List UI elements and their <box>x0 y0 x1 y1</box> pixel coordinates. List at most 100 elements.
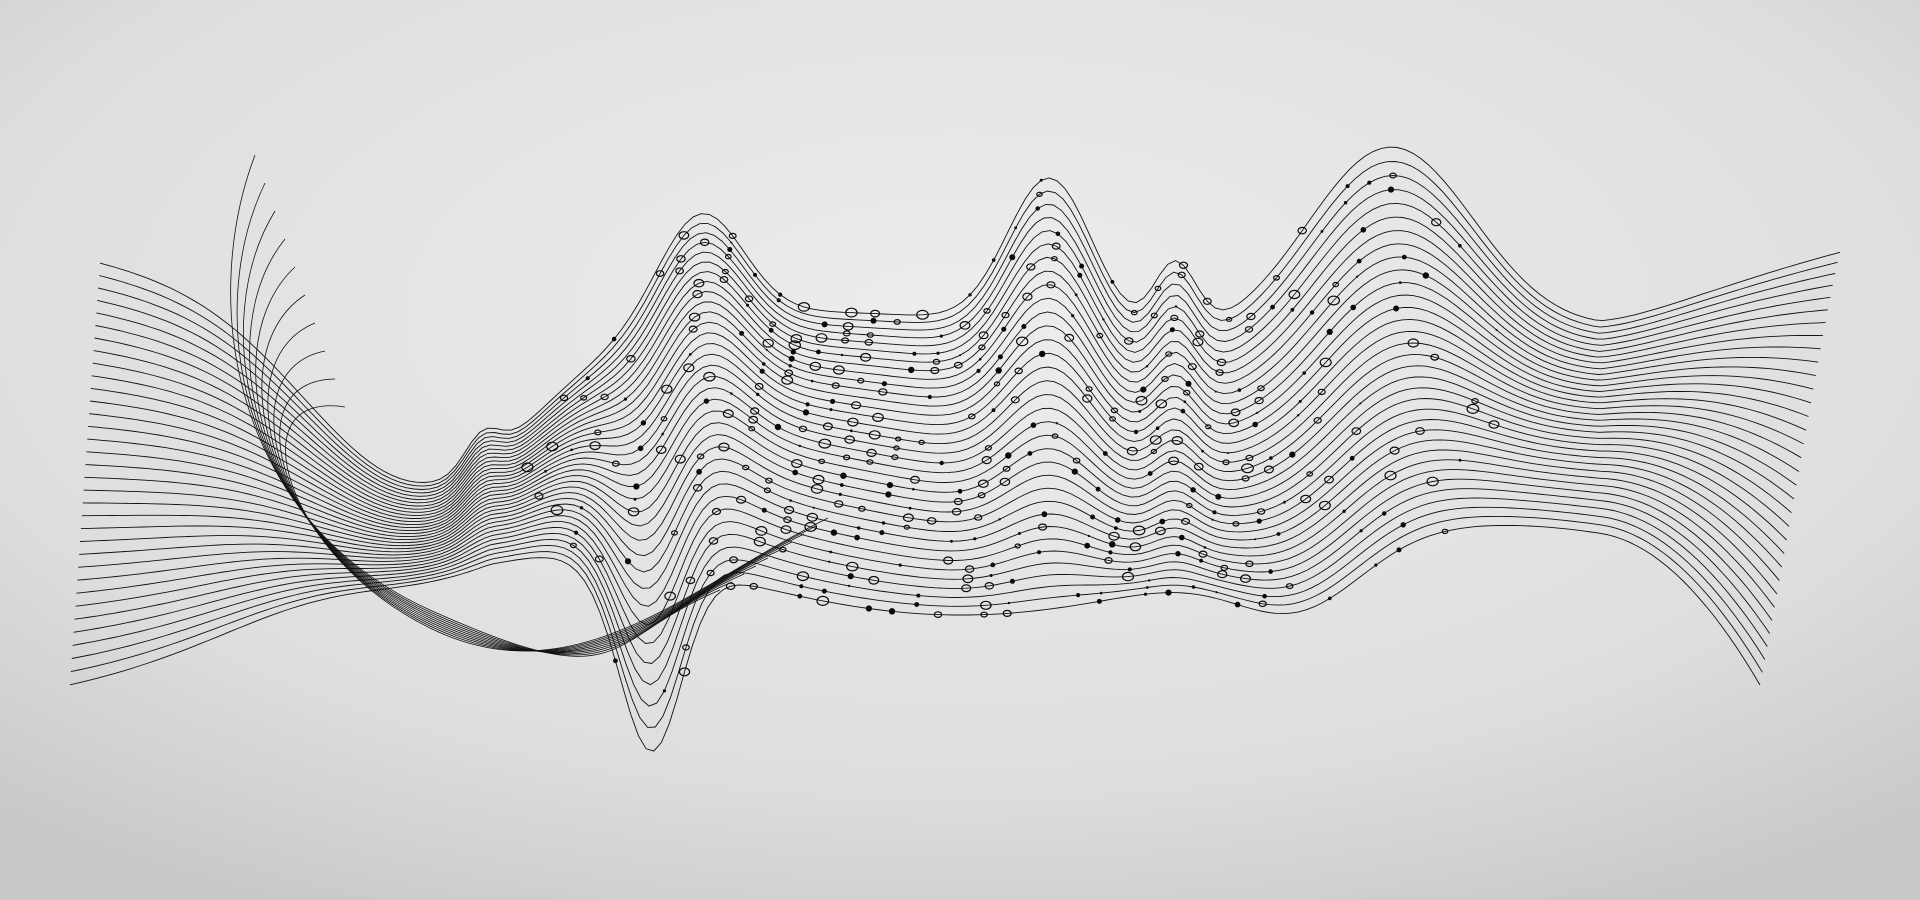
wave-node-ring <box>1161 375 1169 382</box>
wave-node-ring <box>984 445 993 451</box>
wave-node-ring <box>1149 435 1162 445</box>
wave-node-dot <box>1009 254 1016 261</box>
wave-node-dot <box>829 550 833 554</box>
wave-node-dot <box>1138 409 1142 413</box>
wave-line <box>90 282 1816 516</box>
wave-node-dot <box>1289 451 1296 458</box>
wave-node-dot <box>1109 541 1116 548</box>
wave-node-ring <box>1002 465 1011 472</box>
wave-node-dot <box>730 392 733 395</box>
wave-node-ring <box>812 474 825 485</box>
wave-node-ring <box>1036 191 1043 197</box>
wave-node-ring <box>742 464 750 471</box>
wave-line <box>92 256 1821 510</box>
wave-node-ring <box>708 537 719 545</box>
arc-line <box>273 350 805 652</box>
wave-node-ring <box>809 361 822 371</box>
wave-node-dot <box>1145 586 1149 589</box>
wave-node-dot <box>1290 307 1295 312</box>
wave-node-dot <box>1108 550 1113 555</box>
wave-node-ring <box>678 231 690 240</box>
wave-node-dot <box>1349 455 1355 461</box>
wave-node-dot <box>857 526 861 530</box>
wave-node-ring <box>781 375 794 385</box>
wave-node-dot <box>1174 305 1178 308</box>
wave-node-ring <box>981 456 992 465</box>
wave-node-ring <box>967 413 976 420</box>
wave-node-dot <box>959 354 961 357</box>
wave-node-ring <box>1195 330 1205 338</box>
wave-node-dot <box>870 317 877 324</box>
wave-node-ring <box>1389 172 1397 179</box>
wave-node-ring <box>1192 337 1204 347</box>
wave-node-ring <box>980 600 992 610</box>
wave-node-dot <box>1382 511 1387 516</box>
wave-node-ring <box>711 507 722 516</box>
wave-node-ring <box>1132 525 1146 536</box>
wave-node-dot <box>881 381 888 387</box>
wave-node-dot <box>812 506 815 509</box>
wave-node-ring <box>1186 502 1193 509</box>
wave-node-ring <box>1178 261 1189 269</box>
wave-node-ring <box>964 565 975 573</box>
wave-node-dot <box>802 409 810 416</box>
wave-node-dot <box>838 492 842 496</box>
wave-node-dot <box>830 529 838 536</box>
wave-node-dot <box>761 362 766 366</box>
wave-node-ring <box>999 477 1011 487</box>
wave-node-ring <box>1300 494 1312 504</box>
wave-node-dot <box>1252 421 1258 428</box>
wave-node-ring <box>1246 312 1256 321</box>
wave-node-ring <box>893 319 901 325</box>
wave-line <box>81 398 1792 547</box>
wave-node-dot <box>927 394 932 400</box>
wave-node-ring <box>1109 416 1116 422</box>
wave-node-dot <box>1021 324 1027 329</box>
wave-node-ring <box>943 556 954 565</box>
wave-node-ring <box>1351 427 1362 436</box>
wave-node-dot <box>936 351 940 355</box>
wave-node-dot <box>1396 547 1402 553</box>
wave-node-ring <box>1244 326 1254 333</box>
wave-node-ring <box>842 322 854 331</box>
wave-node-dot <box>1297 414 1300 417</box>
wave-node-ring <box>816 595 830 607</box>
wave-node-ring <box>521 462 534 473</box>
wave-node-dot <box>661 432 664 436</box>
wave-node-ring <box>693 278 705 288</box>
wave-node-dot <box>1387 186 1395 193</box>
wave-node-ring <box>569 542 577 549</box>
wave-node-ring <box>755 526 768 536</box>
wave-node-dot <box>788 364 792 368</box>
wave-node-ring <box>1121 571 1135 582</box>
wave-node-ring <box>724 253 732 260</box>
wave-line <box>93 243 1824 507</box>
wave-node-dot <box>703 398 710 404</box>
wave-node-dot <box>624 558 632 565</box>
wave-node-ring <box>1171 436 1184 446</box>
wave-node-dot <box>1014 226 1018 230</box>
wave-node-ring <box>864 338 874 346</box>
wave-node-ring <box>559 394 569 402</box>
wave-node-dot <box>1084 542 1091 549</box>
wave-node-ring <box>978 331 989 340</box>
wave-node-ring <box>688 312 701 322</box>
wave-node-ring <box>953 497 963 506</box>
wave-node-ring <box>627 507 640 517</box>
wave-node-ring <box>788 340 802 351</box>
wave-node-dot <box>1001 326 1007 332</box>
wave-node-dot <box>1165 589 1172 596</box>
wave-node-dot <box>1007 601 1011 605</box>
wave-node-dot <box>1179 534 1185 541</box>
wave-node-dot <box>1211 518 1214 521</box>
wave-node-ring <box>953 361 963 369</box>
wave-node-ring <box>791 459 803 469</box>
wave-node-dot <box>1039 350 1046 358</box>
wave-node-dot <box>1143 592 1148 596</box>
wave-node-ring <box>1217 570 1228 579</box>
arc-line <box>261 294 781 653</box>
wave-node-dot <box>633 497 637 501</box>
wave-line <box>85 354 1802 535</box>
wave-node-ring <box>847 417 859 427</box>
